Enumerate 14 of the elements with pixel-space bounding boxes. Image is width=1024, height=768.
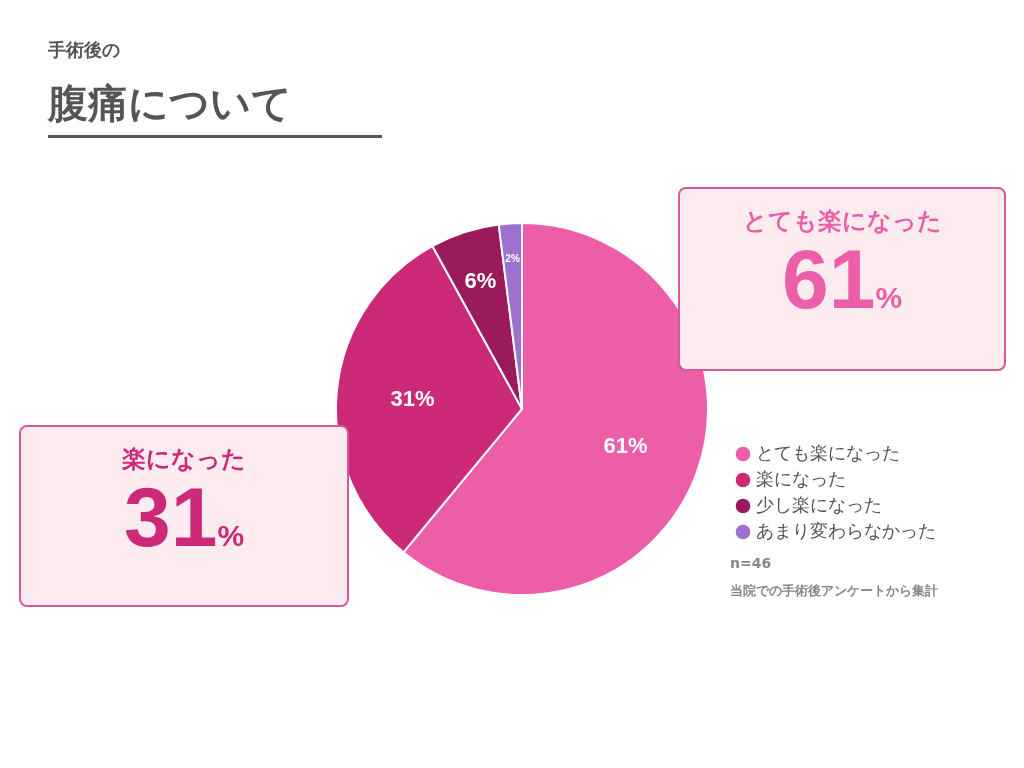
legend-label: 楽になった [756, 468, 846, 489]
data-label: 6% [464, 267, 497, 293]
legend-label: 少し楽になった [756, 494, 882, 515]
data-label: 31% [390, 385, 435, 411]
text: とても楽になった [741, 206, 943, 237]
data-label: 2% [505, 253, 520, 265]
text: 楽になった [121, 444, 247, 475]
legend-label: とても楽になった [756, 442, 900, 463]
text: n=46 [730, 555, 772, 571]
chart-title: 腹痛について [48, 79, 292, 128]
data-label: 61% [603, 433, 648, 459]
text: 手術後の [48, 38, 120, 62]
text: 当院での手術後アンケートから集計 [730, 582, 938, 600]
legend-label: あまり変わらなかった [756, 520, 936, 541]
